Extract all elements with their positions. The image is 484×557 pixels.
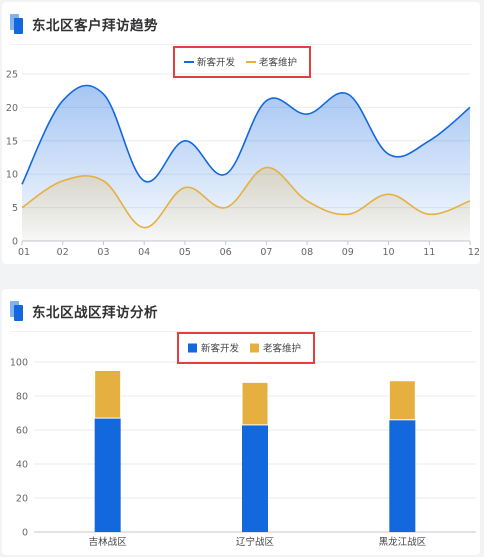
y-tick-label-2: 40 xyxy=(16,460,28,471)
bar-chart-header: 东北区战区拜访分析 xyxy=(10,301,158,321)
data-point xyxy=(21,206,23,208)
x-tick-label-11: 12 xyxy=(468,247,480,258)
bar-2-1 xyxy=(388,380,416,421)
y-tick-label-5: 100 xyxy=(10,358,28,369)
bar-chart-title: 东北区战区拜访分析 xyxy=(32,305,158,321)
data-point xyxy=(469,200,471,202)
y-tick-label-3: 15 xyxy=(6,136,18,147)
data-point xyxy=(62,180,64,182)
series-area-0 xyxy=(22,85,470,241)
data-point xyxy=(184,140,186,142)
line-chart-header: 东北区客户拜访趋势 xyxy=(10,14,158,34)
y-tick-label-1: 5 xyxy=(12,203,18,214)
card-divider xyxy=(10,331,472,332)
x-tick-label-3: 04 xyxy=(138,247,150,258)
data-point xyxy=(428,213,430,215)
data-point xyxy=(347,93,349,95)
bar-2-0 xyxy=(389,419,416,532)
y-tick-label-1: 20 xyxy=(16,494,28,505)
x-tick-label-9: 10 xyxy=(382,247,394,258)
data-point xyxy=(102,180,104,182)
y-tick-label-2: 10 xyxy=(6,170,18,181)
x-tick-label-1: 02 xyxy=(57,247,69,258)
legend-swatch-1 xyxy=(250,343,259,353)
legend-swatch-0 xyxy=(188,343,197,353)
data-point xyxy=(143,180,145,182)
x-tick-label-8: 09 xyxy=(342,247,354,258)
chart-title-icon xyxy=(10,14,24,34)
y-tick-label-4: 20 xyxy=(6,103,18,114)
x-tick-label-6: 07 xyxy=(260,247,272,258)
legend-label-0: 新客开发 xyxy=(197,57,236,69)
x-tick-label-7: 08 xyxy=(301,247,313,258)
data-point xyxy=(62,100,64,102)
data-point xyxy=(387,153,389,155)
y-tick-label-5: 25 xyxy=(6,70,18,81)
legend-highlight-box xyxy=(177,332,315,364)
y-tick-label-0: 0 xyxy=(12,237,18,248)
bar-1-1 xyxy=(241,381,269,426)
data-point xyxy=(265,166,267,168)
x-tick-label-0: 01 xyxy=(18,247,30,258)
card-divider xyxy=(10,44,472,45)
data-point xyxy=(306,113,308,115)
data-point xyxy=(102,93,104,95)
x-tick-label-0: 吉林战区 xyxy=(89,536,128,548)
legend-highlight-box xyxy=(173,46,311,78)
data-point xyxy=(224,206,226,208)
chart-title-icon xyxy=(10,301,24,321)
legend-label-1: 老客维护 xyxy=(259,57,297,69)
x-tick-label-2: 03 xyxy=(97,247,109,258)
bar-0-0 xyxy=(94,418,121,532)
data-point xyxy=(469,106,471,108)
data-point xyxy=(428,140,430,142)
data-point xyxy=(224,173,226,175)
series-line-1 xyxy=(21,166,471,229)
y-tick-label-3: 60 xyxy=(16,426,28,437)
line-chart-card: 东北区客户拜访趋势 0 5 10 15 20 25 01 02 03 04 05 06 07 08 09 10… xyxy=(2,2,480,264)
legend-label-1: 老客维护 xyxy=(263,343,301,355)
series-area-1 xyxy=(22,167,470,241)
data-point xyxy=(184,186,186,188)
data-point xyxy=(21,183,23,185)
bar-chart: 0 20 40 60 80 100 吉林战区 辽宁战区 黑龙江战区 新客开发 老客维护 xyxy=(10,332,476,548)
x-tick-label-2: 黑龙江战区 xyxy=(379,536,427,548)
series-line-0 xyxy=(21,84,471,185)
bar-0-1 xyxy=(94,370,122,419)
line-chart-title: 东北区客户拜访趋势 xyxy=(32,18,158,34)
x-tick-label-10: 11 xyxy=(423,247,435,258)
data-point xyxy=(306,200,308,202)
data-point xyxy=(387,193,389,195)
y-tick-label-4: 80 xyxy=(16,392,28,403)
bar-chart-card: 东北区战区拜访分析 0 20 40 60 80 100 吉林战区 辽宁战区 黑龙江战区 新客开发 老… xyxy=(2,289,480,555)
y-tick-label-0: 0 xyxy=(22,528,28,539)
bar-1-0 xyxy=(242,424,268,532)
x-tick-label-5: 06 xyxy=(220,247,232,258)
data-point xyxy=(143,226,145,228)
legend-label-0: 新客开发 xyxy=(201,343,240,355)
data-point xyxy=(265,100,267,102)
x-tick-label-1: 辽宁战区 xyxy=(236,536,275,548)
data-point xyxy=(347,213,349,215)
x-tick-label-4: 05 xyxy=(179,247,191,258)
